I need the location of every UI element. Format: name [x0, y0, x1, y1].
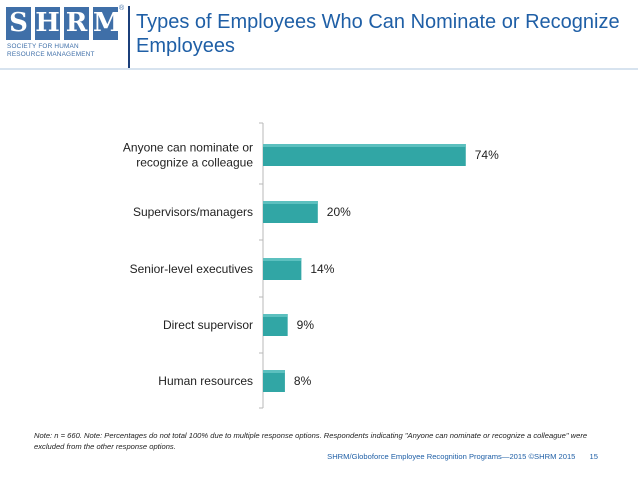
data-label: 14% — [310, 262, 334, 276]
page-title: Types of Employees Who Can Nominate or R… — [136, 11, 620, 57]
registered-mark: ® — [119, 5, 125, 12]
bar — [263, 201, 318, 223]
category-label: Senior-level executives — [130, 262, 253, 276]
bar-highlight — [263, 258, 302, 261]
logo-letter: S — [6, 7, 31, 40]
bar-highlight — [263, 144, 466, 147]
logo-subtitle-line: RESOURCE MANAGEMENT — [7, 50, 95, 58]
data-label: 74% — [475, 148, 499, 162]
footer-source: SHRM/Globoforce Employee Recognition Pro… — [327, 452, 576, 461]
logo-subtitle-line: SOCIETY FOR HUMAN — [7, 43, 79, 50]
bar-highlight — [263, 314, 288, 317]
category-label: Human resources — [158, 374, 253, 388]
data-label: 9% — [297, 318, 315, 332]
data-label: 8% — [294, 374, 312, 388]
category-label: Direct supervisor — [163, 318, 253, 332]
bar — [263, 258, 302, 280]
chart-note: Note: n = 660. Note: Percentages do not … — [34, 431, 588, 451]
title-divider — [128, 6, 130, 68]
category-label: Supervisors/managers — [133, 205, 253, 219]
logo-letter: H — [35, 7, 60, 40]
shrm-logo: S H R M ® SOCIETY FOR HUMAN RESOURCE MAN… — [6, 5, 125, 65]
footer: SHRM/Globoforce Employee Recognition Pro… — [0, 452, 598, 461]
data-label: 20% — [327, 205, 351, 219]
bar-highlight — [263, 201, 318, 204]
page-number: 15 — [589, 452, 598, 461]
logo-letter: R — [64, 7, 89, 40]
bar — [263, 144, 466, 166]
bar — [263, 314, 288, 336]
bar — [263, 370, 285, 392]
category-label: Anyone can nominate or — [123, 141, 253, 155]
logo-letter: M — [93, 7, 122, 40]
bar-highlight — [263, 370, 285, 373]
logo-subtitle: SOCIETY FOR HUMAN RESOURCE MANAGEMENT — [7, 43, 123, 58]
header-rule — [0, 68, 638, 70]
shrm-logo-mark: S H R M ® — [6, 5, 125, 40]
category-label: recognize a colleague — [136, 156, 253, 170]
